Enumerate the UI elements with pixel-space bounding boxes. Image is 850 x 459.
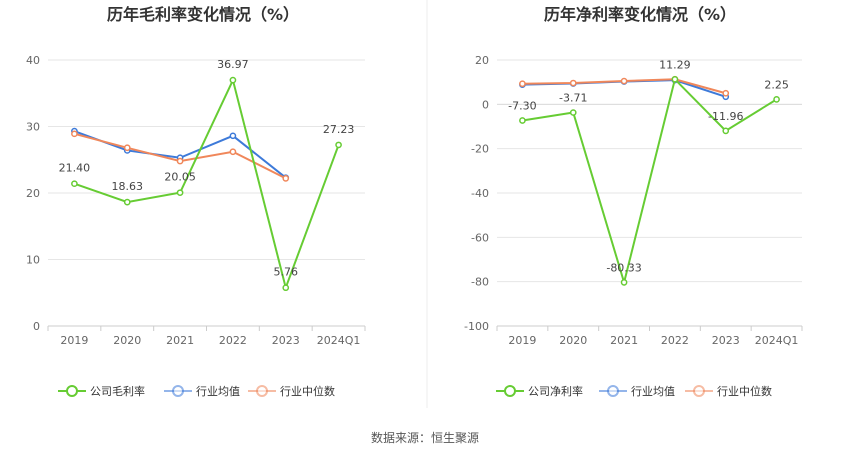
avg-data-point [229,132,237,140]
source-note: 数据来源：恒生聚源 [371,430,479,445]
x-tick-label: 2020 [559,334,587,347]
x-tick-label: 2024Q1 [317,334,361,347]
company-data-point [335,141,342,149]
legend-swatch-marker [172,385,184,397]
x-tick-label: 2019 [60,334,88,347]
x-tick-label: 2022 [219,334,247,347]
x-tick-label: 2021 [166,334,194,347]
data-label: 20.05 [164,171,196,184]
x-tick-label: 2021 [610,334,638,347]
y-tick-label: 0 [482,98,489,111]
legend-swatch-marker [256,385,268,397]
company-data-point [229,76,237,84]
chart-title: 历年毛利率变化情况（%） [107,5,299,24]
median-data-point [123,144,131,152]
median-data-point [176,157,184,165]
legend-label: 行业中位数 [280,384,335,398]
median-data-point [620,77,628,85]
median-data-point [519,80,526,88]
legend-label: 公司毛利率 [90,384,145,398]
company-data-point [671,75,679,83]
y-tick-label: 40 [26,54,40,67]
data-label: -3.71 [559,92,587,105]
company-data-point [71,180,78,188]
y-tick-label: 0 [33,320,40,333]
legend-label: 公司净利率 [528,384,583,398]
data-label: 11.29 [659,58,691,71]
legend-label: 行业均值 [196,385,240,398]
x-tick-label: 2023 [272,334,300,347]
y-tick-label: 20 [475,54,489,67]
median-data-point [71,130,78,138]
data-label: -80.33 [606,261,641,274]
company-data-point [123,198,131,206]
y-tick-label: -100 [464,320,489,333]
y-tick-label: 30 [26,121,40,134]
y-tick-label: 20 [26,187,40,200]
company-data-point [773,95,780,103]
company-data-point [519,117,526,124]
y-tick-label: -20 [471,143,489,156]
data-label: -11.96 [708,110,743,123]
x-tick-label: 2020 [113,334,141,347]
legend-label: 行业均值 [631,385,675,398]
median-data-point [722,89,730,97]
y-tick-label: 10 [26,254,40,267]
x-tick-label: 2023 [712,334,740,347]
chart-title: 历年净利率变化情况（%） [544,5,736,24]
company-data-point [722,127,730,135]
median-data-point [229,148,237,156]
legend-label: 行业中位数 [717,384,772,398]
company-series-line [522,77,778,287]
data-label: -7.30 [508,100,536,113]
legend-swatch-marker [607,385,619,397]
data-label: 18.63 [112,180,144,193]
data-label: 27.23 [323,123,355,136]
data-label: 21.40 [59,162,91,175]
data-label: 5.76 [274,266,299,279]
net-margin-chart: 历年净利率变化情况（%） -100 -80 -60 -40 -20 0 20 2019 2020 2… [464,5,803,398]
y-tick-label: -40 [471,187,489,200]
x-tick-label: 2022 [661,334,689,347]
legend-swatch-marker [66,385,78,397]
x-tick-label: 2019 [508,334,536,347]
company-data-point [176,189,184,197]
x-tick-label: 2024Q1 [755,334,799,347]
company-series-line [74,77,340,292]
legend-swatch-marker [693,385,705,397]
median-data-point [569,79,577,87]
data-label: 36.97 [217,58,249,71]
median-data-point [282,175,290,182]
y-tick-label: -60 [471,231,489,244]
legend-swatch-marker [504,385,516,397]
data-label: 2.25 [764,78,789,91]
company-data-point [569,109,577,116]
y-tick-label: -80 [471,276,489,289]
company-data-point [282,284,290,292]
gross-margin-chart: 历年毛利率变化情况（%） 0 10 20 30 40 2019 2020 2021 2022 202… [26,5,366,398]
company-data-point [620,279,628,286]
